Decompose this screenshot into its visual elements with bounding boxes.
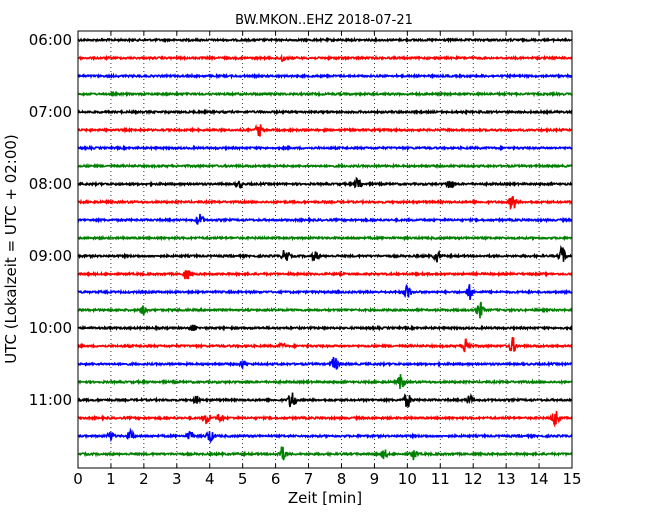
x-tick-label-0: 0 <box>73 470 83 488</box>
x-tick-label-7: 7 <box>304 470 314 488</box>
trace-0645 <box>77 90 573 98</box>
trace-0800 <box>77 176 573 189</box>
x-tick-label-10: 10 <box>398 470 417 488</box>
x-tick-label-12: 12 <box>464 470 483 488</box>
plot-frame <box>77 30 573 469</box>
x-tick-label-14: 14 <box>530 470 549 488</box>
axis-ticks: 0 1 2 3 4 5 6 7 8 9 10 11 12 13 14 1506:0007:0008:0009:… <box>29 31 582 488</box>
x-tick-label-4: 4 <box>205 470 215 488</box>
trace-1015 <box>77 337 573 353</box>
x-tick-label-5: 5 <box>238 470 248 488</box>
y-tick-label-4: 10:00 <box>29 319 72 337</box>
y-axis-label: UTC (Lokalzeit = UTC + 02:00) <box>2 134 20 364</box>
trace-0715 <box>77 123 573 137</box>
x-tick-label-6: 6 <box>271 470 281 488</box>
x-tick-label-2: 2 <box>139 470 149 488</box>
trace-1130 <box>77 427 573 444</box>
y-tick-label-5: 11:00 <box>29 391 72 409</box>
x-axis-label: Zeit [min] <box>288 489 362 507</box>
x-tick-label-13: 13 <box>497 470 516 488</box>
y-tick-label-1: 07:00 <box>29 103 72 121</box>
trace-0745 <box>77 162 573 170</box>
trace-0615 <box>77 53 573 63</box>
y-tick-label-0: 06:00 <box>29 31 72 49</box>
x-tick-label-11: 11 <box>431 470 450 488</box>
trace-1145 <box>78 446 573 461</box>
trace-0845 <box>77 234 573 242</box>
x-tick-label-3: 3 <box>172 470 182 488</box>
trace-1000 <box>77 324 573 332</box>
trace-0600 <box>77 36 573 44</box>
trace-1030 <box>77 356 573 371</box>
x-tick-label-15: 15 <box>562 470 581 488</box>
trace-0730 <box>77 144 573 152</box>
trace-1100 <box>77 392 573 408</box>
trace-1045 <box>77 374 573 389</box>
grid-lines <box>110 31 540 468</box>
x-tick-label-1: 1 <box>106 470 116 488</box>
seismogram-traces <box>77 36 573 461</box>
x-tick-label-9: 9 <box>370 470 380 488</box>
trace-0630 <box>77 72 573 80</box>
trace-0815 <box>77 195 573 211</box>
trace-0945 <box>78 301 573 319</box>
trace-0915 <box>77 270 573 280</box>
x-tick-label-8: 8 <box>337 470 347 488</box>
trace-1115 <box>77 410 573 428</box>
y-tick-label-2: 08:00 <box>29 175 72 193</box>
y-tick-label-3: 09:00 <box>29 247 72 265</box>
trace-0900 <box>77 244 573 263</box>
trace-0700 <box>77 108 573 116</box>
chart-title: BW.MKON..EHZ 2018-07-21 <box>235 13 413 28</box>
trace-0930 <box>77 284 573 301</box>
trace-0830 <box>77 213 573 225</box>
